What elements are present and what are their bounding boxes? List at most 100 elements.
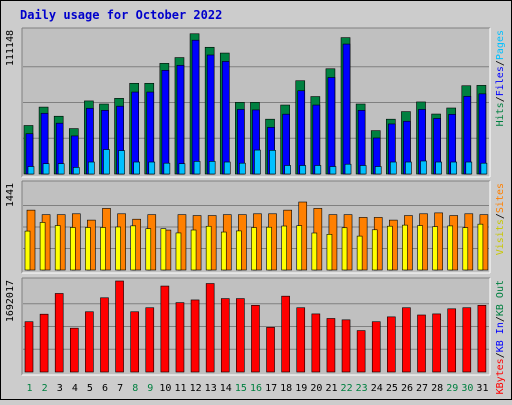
bar-kbytes xyxy=(311,313,321,373)
bar-visits xyxy=(39,222,46,271)
bar-files xyxy=(176,64,185,175)
day-label: 1 xyxy=(27,383,33,394)
bar-visits xyxy=(341,227,348,271)
bar-pages xyxy=(420,160,427,175)
day-label: 29 xyxy=(446,383,458,394)
bar-kbytes xyxy=(371,321,381,373)
bar-kbytes xyxy=(447,308,457,373)
bar-visits xyxy=(296,225,303,271)
day-label: 16 xyxy=(250,383,262,394)
legend-part-1: / xyxy=(495,213,506,219)
day-label: 24 xyxy=(371,383,383,394)
bar-kbytes xyxy=(341,319,351,373)
bar-files xyxy=(282,113,290,175)
day-label: 19 xyxy=(295,383,307,394)
legend-part-0: Visits xyxy=(495,219,506,255)
bar-pages xyxy=(390,161,397,175)
bar-pages xyxy=(163,162,171,175)
axis-legend: Hits/Files/Pages xyxy=(495,30,506,126)
bar-pages xyxy=(118,150,125,175)
day-label: 4 xyxy=(72,383,78,394)
day-label: 2 xyxy=(42,383,48,394)
bar-visits xyxy=(115,226,121,271)
bar-files xyxy=(146,91,155,175)
axis-legend: Visits/Sites xyxy=(495,183,506,255)
bar-files xyxy=(327,77,336,175)
bar-kbytes xyxy=(130,311,139,373)
bar-visits xyxy=(54,225,61,271)
bar-kbytes xyxy=(100,297,109,373)
legend-part-0: Hits xyxy=(495,102,506,126)
bar-pages xyxy=(405,161,412,175)
bar-pages xyxy=(329,166,337,175)
bar-files xyxy=(161,70,170,175)
bar-pages xyxy=(254,149,261,175)
day-label: 8 xyxy=(132,383,138,394)
bar-pages xyxy=(223,161,231,175)
legend-part-3: / xyxy=(495,60,506,66)
bar-kbytes xyxy=(387,316,396,373)
bar-kbytes xyxy=(356,330,366,373)
bar-visits xyxy=(69,227,76,271)
bar-pages xyxy=(269,150,276,175)
legend-part-3: / xyxy=(495,316,506,322)
bar-visits xyxy=(236,230,242,271)
legend-part-4: KB Out xyxy=(495,280,506,316)
bar-visits xyxy=(251,227,257,271)
bar-files xyxy=(191,39,200,175)
bar-visits xyxy=(387,225,393,271)
bar-pages xyxy=(359,165,367,175)
day-label: 11 xyxy=(174,383,186,394)
legend-part-2: KB In xyxy=(495,322,506,352)
day-label: 17 xyxy=(265,383,277,394)
legend-part-4: Pages xyxy=(495,30,506,60)
bar-pages xyxy=(208,161,216,175)
bar-kbytes xyxy=(326,318,336,373)
day-label: 10 xyxy=(159,383,171,394)
bar-files xyxy=(478,93,487,175)
bar-files xyxy=(131,91,139,175)
bar-pages xyxy=(193,161,201,175)
bar-visits xyxy=(447,225,454,271)
legend-part-0: KBytes xyxy=(495,358,506,394)
bar-kbytes xyxy=(24,321,34,373)
bar-kbytes xyxy=(205,283,215,373)
bar-kbytes xyxy=(417,314,426,373)
day-label: 18 xyxy=(280,383,292,394)
day-label: 15 xyxy=(235,383,247,394)
bar-pages xyxy=(27,166,35,175)
bar-kbytes xyxy=(236,298,245,373)
bar-pages xyxy=(42,163,50,175)
bar-visits xyxy=(175,232,182,271)
bar-pages xyxy=(435,161,442,175)
bar-visits xyxy=(462,227,469,271)
bar-pages xyxy=(239,162,246,175)
bar-kbytes xyxy=(266,327,275,373)
day-label: 5 xyxy=(87,383,93,394)
bar-kbytes xyxy=(39,313,49,373)
y-max-label: 1692017 xyxy=(5,280,16,322)
bar-pages xyxy=(374,166,382,175)
bar-pages xyxy=(88,161,95,175)
bar-kbytes xyxy=(477,305,487,373)
day-label: 27 xyxy=(416,383,428,394)
bar-kbytes xyxy=(54,293,64,373)
bar-visits xyxy=(402,224,408,271)
bar-pages xyxy=(103,149,110,175)
bar-visits xyxy=(311,232,318,271)
bar-files xyxy=(297,90,306,175)
day-label: 21 xyxy=(325,383,337,394)
bar-visits xyxy=(371,229,378,271)
bar-files xyxy=(312,104,321,175)
bar-pages xyxy=(284,165,291,175)
bar-pages xyxy=(133,161,140,175)
bar-pages xyxy=(57,163,65,175)
bar-kbytes xyxy=(462,307,472,373)
day-label: 3 xyxy=(57,383,63,394)
day-label: 23 xyxy=(356,383,368,394)
axis-legend: KBytes/KB In/KB Out xyxy=(495,280,506,394)
bar-visits xyxy=(220,231,227,271)
legend-part-1: / xyxy=(495,96,506,102)
